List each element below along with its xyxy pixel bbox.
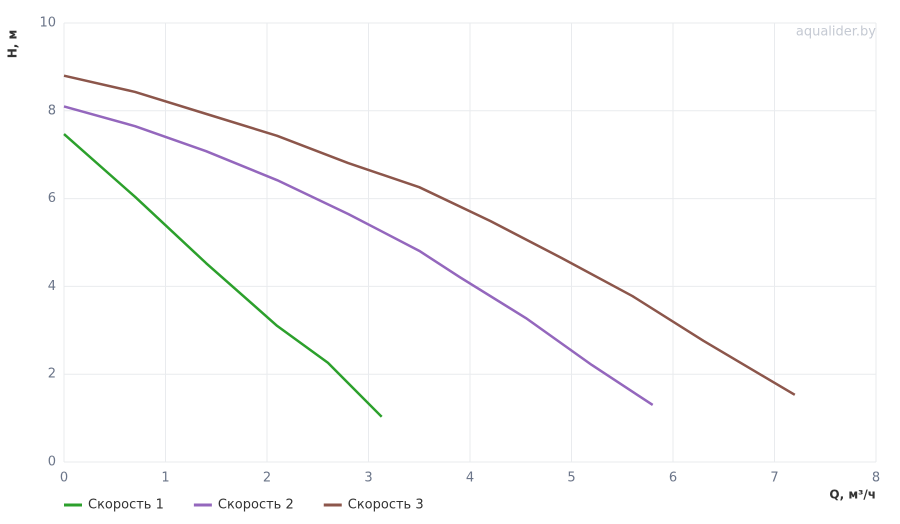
watermark: aqualider.by (796, 25, 876, 40)
y-tick-label: 2 (48, 367, 56, 382)
legend-label: Скорость 2 (218, 498, 294, 513)
x-tick-label: 0 (60, 471, 68, 486)
y-tick-label: 0 (48, 455, 56, 470)
line (63, 105, 654, 406)
y-tick-label: 8 (48, 103, 56, 118)
line (63, 74, 796, 396)
x-tick-label: 4 (466, 471, 474, 486)
legend-label: Скорость 1 (88, 498, 164, 513)
x-tick-label: 8 (872, 471, 880, 486)
y-tick-label: 10 (39, 16, 56, 31)
y-tick-label: 4 (48, 279, 56, 294)
x-axis-label: Q, м³/ч (829, 488, 876, 502)
legend-label: Скорость 3 (348, 498, 424, 513)
x-tick-label: 1 (161, 471, 169, 486)
x-tick-label: 6 (669, 471, 677, 486)
x-tick-label: 2 (263, 471, 271, 486)
x-tick-label: 7 (770, 471, 778, 486)
y-axis-label: H, м (6, 30, 20, 59)
y-tick-label: 6 (48, 191, 56, 206)
x-tick-label: 5 (567, 471, 575, 486)
line (63, 133, 383, 418)
x-tick-label: 3 (364, 471, 372, 486)
